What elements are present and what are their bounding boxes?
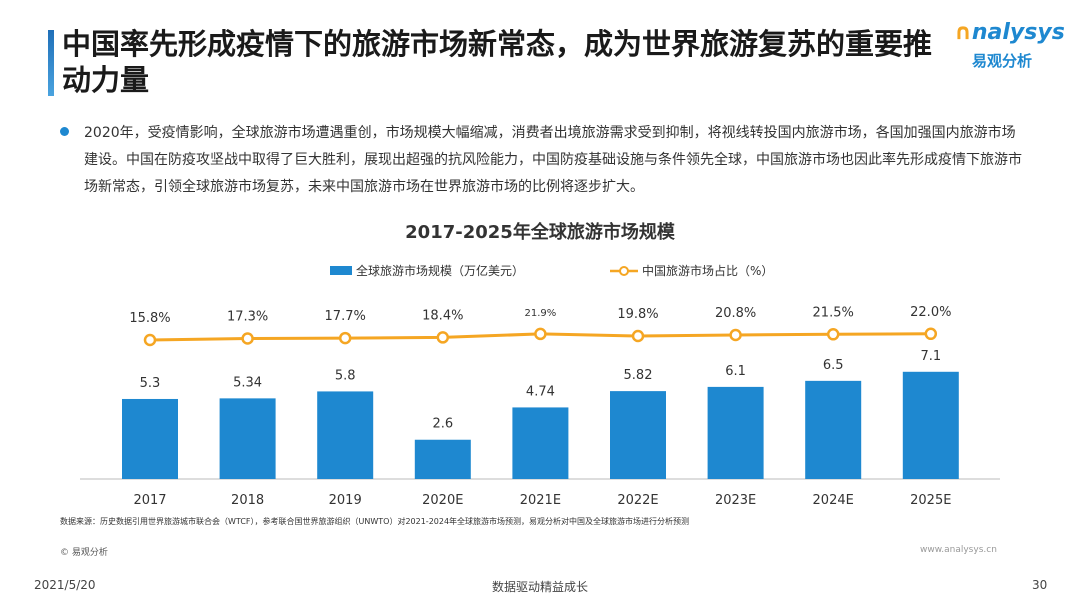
x-tick-2025E: 2025E (910, 493, 951, 508)
bar-label-2021E: 4.74 (526, 384, 555, 399)
bar-2025E (902, 371, 959, 479)
footer-slogan: 数据驱动精益成长 (491, 580, 588, 594)
legend-swatch-bar (330, 266, 352, 275)
bar-2021E (512, 407, 569, 479)
chart-title: 2017-2025年全球旅游市场规模 (405, 222, 675, 243)
bar-2018 (219, 398, 276, 479)
share-point-2024E (826, 328, 840, 341)
share-point-2017 (143, 333, 157, 347)
x-tick-2023E: 2023E (715, 493, 756, 508)
bullet-icon (60, 127, 69, 136)
x-tick-2024E: 2024E (813, 493, 854, 508)
bar-label-2023E: 6.1 (725, 364, 746, 379)
x-tick-2022E: 2022E (617, 493, 658, 508)
share-point-2022E (631, 329, 645, 343)
data-source-note: 数据来源：历史数据引用世界旅游城市联合会（WTCF），参考联合国世界旅游组织（U… (60, 517, 690, 526)
bar-label-2022E: 5.82 (624, 368, 653, 383)
bar-2020E (414, 439, 471, 479)
bar-label-2024E: 6.5 (823, 358, 844, 373)
bar-2023E (707, 386, 764, 479)
share-point-2025E (924, 327, 938, 341)
x-tick-2018: 2018 (231, 493, 264, 508)
share-point-2019 (338, 331, 352, 345)
bar-2022E (610, 391, 666, 479)
bar-label-2025E: 7.1 (920, 349, 941, 364)
share-label-2017: 15.8% (129, 311, 170, 326)
footer-date: 2021/5/20 (34, 578, 96, 592)
share-label-2023E: 20.8% (715, 306, 756, 321)
logo-text-cn: 易观分析 (972, 52, 1033, 70)
share-point-2018 (241, 332, 254, 345)
market-size-chart: 全球旅游市场规模（万亿美元） 中国旅游市场占比（%） 5.3 2017 5.34 2018… (80, 263, 1000, 508)
title-accent-bar (48, 30, 54, 96)
logo-text-en: ∩nalysys (954, 20, 1065, 45)
legend-label-bar: 全球旅游市场规模（万亿美元） (356, 263, 524, 278)
share-label-2021E: 21.9% (525, 308, 557, 319)
bar-2019 (317, 391, 374, 479)
share-label-2020E: 18.4% (422, 308, 463, 323)
bar-label-2019: 5.8 (335, 368, 356, 383)
share-label-2022E: 19.8% (617, 307, 658, 322)
share-point-2023E (729, 328, 742, 342)
bar-label-2017: 5.3 (140, 376, 161, 391)
page-title: 中国率先形成疫情下的旅游市场新常态，成为世界旅游复苏的重要推动力量 (62, 27, 933, 97)
analysys-logo: ∩nalysys 易观分析 (954, 20, 1065, 76)
share-label-2019: 17.7% (325, 309, 366, 324)
share-label-2025E: 22.0% (910, 305, 951, 320)
share-point-2021E (534, 327, 547, 341)
bar-label-2018: 5.34 (233, 375, 262, 390)
bar-2017 (122, 398, 178, 479)
legend-marker-line (619, 266, 629, 276)
summary-paragraph: 2020年，受疫情影响，全球旅游市场遭遇重创，市场规模大幅缩减，消费者出境旅游需… (84, 125, 1022, 195)
x-tick-2017: 2017 (133, 493, 166, 508)
share-point-2020E (436, 331, 450, 344)
copyright: © 易观分析 (60, 548, 108, 558)
x-tick-2019: 2019 (329, 493, 362, 508)
page-number: 30 (1032, 578, 1048, 592)
x-tick-2020E: 2020E (422, 493, 463, 508)
site-url: www.analysys.cn (920, 545, 997, 555)
bar-2024E (805, 380, 862, 479)
legend-label-line: 中国旅游市场占比（%） (642, 263, 773, 278)
share-label-2018: 17.3% (227, 310, 268, 325)
bar-label-2020E: 2.6 (432, 417, 453, 432)
share-label-2024E: 21.5% (813, 305, 854, 320)
x-tick-2021E: 2021E (520, 493, 561, 508)
